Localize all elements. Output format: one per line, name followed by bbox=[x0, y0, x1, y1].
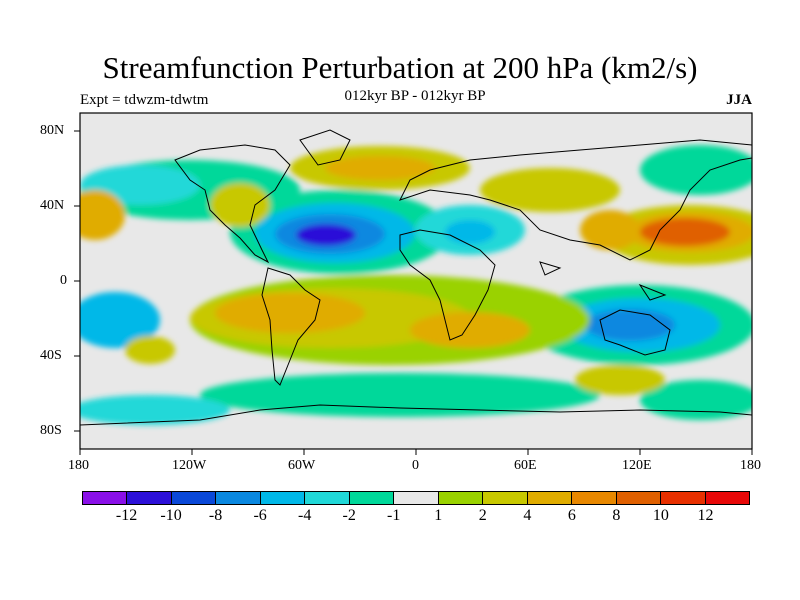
colorbar-label: -2 bbox=[342, 507, 356, 524]
colorbar-label: 2 bbox=[478, 507, 487, 524]
colorbar-swatch bbox=[527, 492, 573, 504]
map-title: Streamfunction Perturbation at 200 hPa (… bbox=[102, 50, 698, 85]
colorbar-swatch bbox=[83, 492, 128, 504]
colorbar-label: -12 bbox=[115, 507, 138, 524]
colorbar-swatch bbox=[260, 492, 306, 504]
colorbar-swatch bbox=[394, 492, 439, 504]
coastlines bbox=[80, 129, 752, 449]
axis-ticks bbox=[74, 130, 753, 455]
lat-tick-label: 0 bbox=[60, 273, 67, 288]
colorbar-swatch bbox=[438, 492, 484, 504]
experiment-label: Expt = tdwzm-tdwtm bbox=[80, 92, 209, 108]
colorbar-swatch bbox=[661, 492, 706, 504]
lon-tick-label: 180 bbox=[740, 458, 761, 473]
lon-tick-label: 60E bbox=[514, 458, 537, 473]
lon-tick-label: 120W bbox=[172, 458, 207, 473]
colorbar-label: 6 bbox=[567, 507, 576, 524]
colorbar-swatch bbox=[171, 492, 217, 504]
colorbar-label: -4 bbox=[297, 507, 312, 524]
colorbar-swatch bbox=[305, 492, 350, 504]
colorbar bbox=[82, 491, 750, 505]
colorbar-swatch bbox=[216, 492, 261, 504]
colorbar-label: 12 bbox=[697, 507, 714, 524]
field-shading bbox=[80, 145, 752, 425]
lat-tick-label: 80S bbox=[40, 423, 62, 438]
lat-tick-label: 40N bbox=[40, 198, 65, 213]
season-label: JJA bbox=[726, 92, 752, 108]
lon-tick-label: 180 bbox=[68, 458, 89, 473]
colorbar-swatch bbox=[572, 492, 617, 504]
colorbar-label: 4 bbox=[523, 507, 532, 524]
lon-tick-label: 0 bbox=[412, 458, 419, 473]
colorbar-label: -8 bbox=[208, 507, 223, 524]
colorbar-swatch bbox=[616, 492, 662, 504]
colorbar-label: 1 bbox=[434, 507, 443, 524]
period-label: 012kyr BP - 012kyr BP bbox=[344, 88, 486, 104]
colorbar-swatch bbox=[349, 492, 395, 504]
lon-tick-label: 60W bbox=[288, 458, 316, 473]
colorbar-swatch bbox=[705, 492, 750, 504]
colorbar-label: -1 bbox=[387, 507, 401, 524]
colorbar-swatch bbox=[483, 492, 528, 504]
colorbar-label: 8 bbox=[612, 507, 621, 524]
colorbar-label: -6 bbox=[253, 507, 267, 524]
colorbar-swatch bbox=[127, 492, 172, 504]
lat-tick-label: 40S bbox=[40, 348, 62, 363]
lon-tick-label: 120E bbox=[622, 458, 652, 473]
colorbar-label: 10 bbox=[652, 507, 669, 524]
colorbar-label: -10 bbox=[160, 507, 182, 524]
lat-tick-label: 80N bbox=[40, 123, 65, 138]
